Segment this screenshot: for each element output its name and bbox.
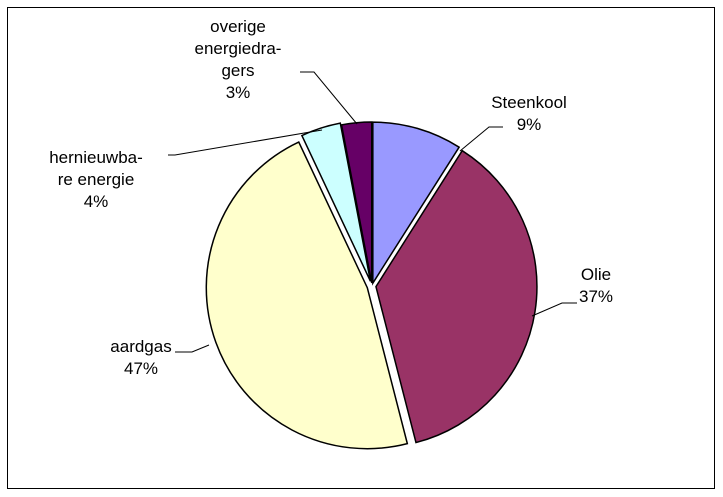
pie-slice-hernieuwbare-energie [300, 122, 372, 282]
slice-label-hernieuwbare-energie: hernieuwba-re energie 4% [49, 148, 143, 211]
slice-label-steenkool: Steenkool 9% [491, 93, 567, 134]
pie-slice-steenkool [372, 121, 461, 286]
slice-label-overige-energiedragers: overige energiedra-gers 3% [195, 17, 282, 102]
slice-label-aardgas: aardgas 47% [110, 337, 171, 378]
slice-label-olie: Olie 37% [579, 265, 613, 306]
leader-line-overige-energiedragers [300, 71, 358, 125]
leader-line-olie [531, 302, 577, 317]
leader-line-steenkool [459, 126, 503, 152]
leader-line-hernieuwbare-energie [168, 129, 323, 156]
leader-line-aardgas [175, 344, 210, 353]
pie-slice-olie [375, 149, 538, 444]
pie-slice-aardgas [205, 141, 409, 450]
